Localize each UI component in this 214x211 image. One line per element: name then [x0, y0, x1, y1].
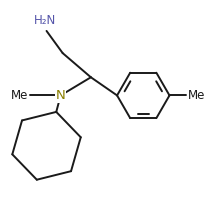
- Text: Me: Me: [11, 89, 28, 102]
- Text: N: N: [56, 89, 65, 102]
- Text: Me: Me: [188, 89, 205, 102]
- Text: H₂N: H₂N: [33, 14, 56, 27]
